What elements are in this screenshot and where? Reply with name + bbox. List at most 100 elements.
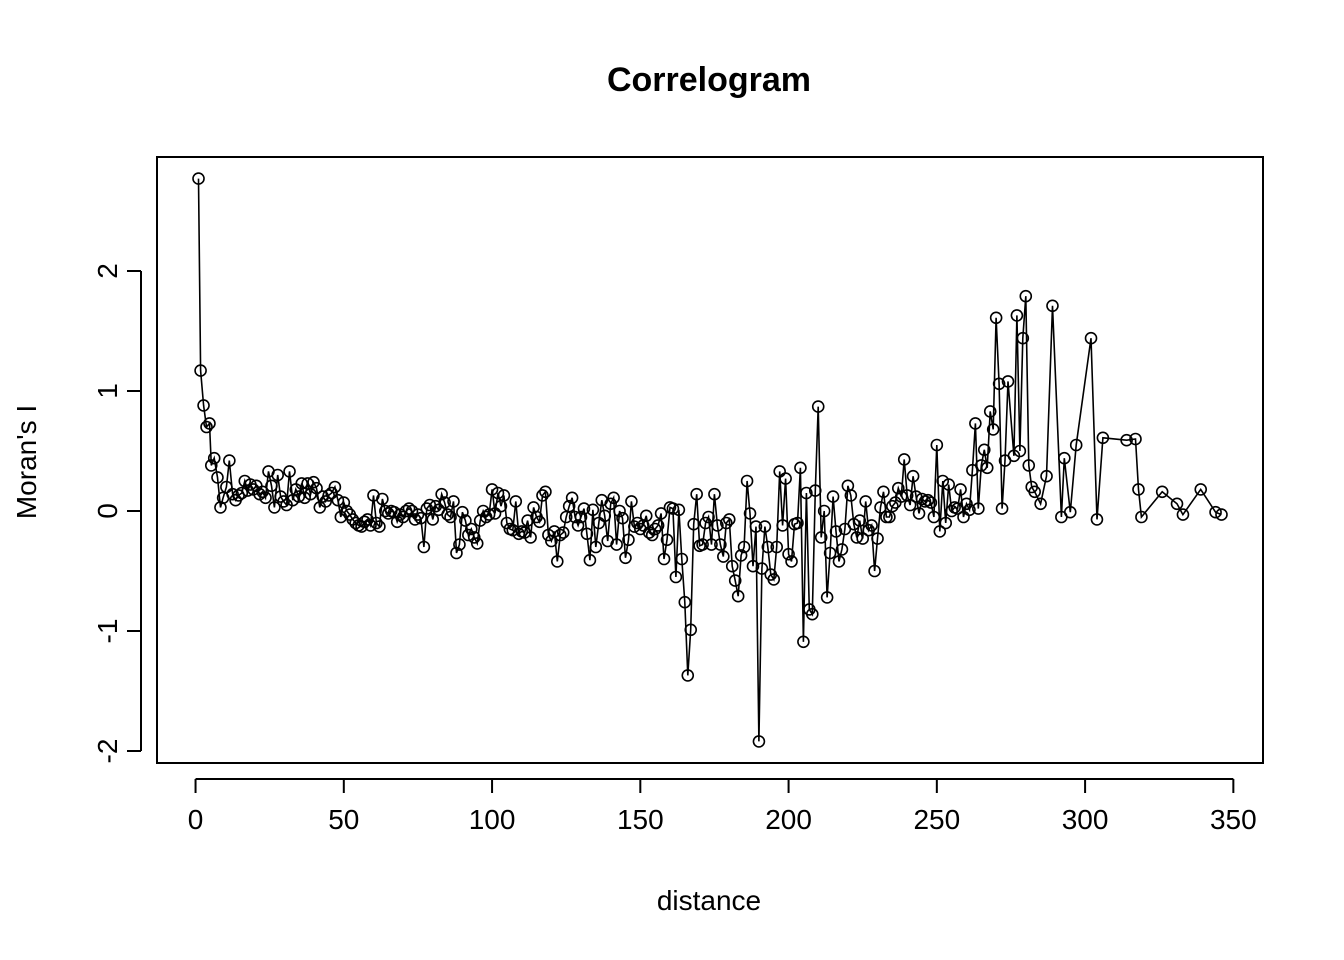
data-point [782,547,795,561]
data-point [977,443,991,457]
data-point [865,519,878,532]
data-point [696,538,709,551]
data-point [758,520,772,533]
data-point [725,559,739,573]
data-point [1215,508,1228,521]
data-point [980,461,994,475]
data-point [1090,513,1104,526]
data-point [891,481,905,495]
data-point [954,483,967,496]
data-point [610,538,623,551]
data-point [651,519,665,532]
data-point [969,417,982,430]
data-point [743,507,757,520]
data-point [1013,444,1027,458]
data-point [746,559,760,573]
data-point [654,507,668,520]
data-point [1194,483,1208,496]
data-point [604,497,617,511]
data-point [379,504,392,518]
data-point [1028,485,1041,499]
data-point [669,570,683,584]
data-point [1129,432,1142,446]
data-point [791,516,804,530]
data-point [995,502,1009,515]
data-point [203,417,216,430]
data-point [897,453,911,466]
x-tick-label: 350 [1210,804,1257,835]
data-point [678,595,692,609]
data-point [414,511,428,525]
data-point [986,423,1000,436]
data-point [265,479,278,493]
data-point [797,635,810,649]
data-point [1170,497,1184,511]
data-point [800,486,813,500]
data-point [509,495,523,508]
data-point [417,540,431,554]
data-point [805,607,819,621]
data-point [1010,309,1024,322]
data-point [396,510,410,524]
data-point [930,438,944,452]
data-point [844,489,858,502]
data-point [456,505,469,519]
data-point [1001,375,1015,388]
data-point [577,502,591,515]
data-point [972,502,985,515]
data-point [625,495,638,508]
y-tick-label: -2 [92,739,123,764]
data-point [702,510,715,524]
data-point [906,469,920,483]
data-point [571,519,585,532]
data-point [465,522,478,536]
data-point [648,522,662,536]
data-point [681,669,695,682]
data-point [536,489,549,502]
data-point [1176,508,1190,521]
data-point [657,552,671,566]
x-tick-label: 0 [188,804,204,835]
data-point [607,491,620,505]
data-point [622,533,635,547]
data-point [376,492,389,506]
data-point [204,459,218,472]
data-point [533,515,546,529]
data-point [226,487,239,501]
y-tick-label: 1 [92,383,123,399]
data-point [467,531,481,544]
data-point [939,516,953,530]
data-point [223,454,236,467]
data-point [628,520,641,533]
data-point [271,468,284,482]
y-tick-label: 2 [92,263,123,279]
y-tick-label: -1 [92,619,123,644]
data-point [211,471,224,484]
data-point [192,172,205,185]
data-point [491,486,505,500]
x-axis-label: distance [657,885,761,916]
data-point [562,499,576,513]
data-point [1084,331,1098,345]
data-point [868,564,881,578]
data-point [568,510,582,524]
data-point [331,493,345,507]
data-point [687,517,700,531]
data-point [1016,331,1030,345]
data-point [283,465,296,478]
data-point [853,514,867,527]
data-point [690,487,703,501]
data-point [598,509,612,523]
data-point [459,514,472,527]
data-point [826,490,840,503]
data-point [399,504,413,518]
data-point [877,485,890,499]
data-point [737,540,751,554]
data-point [808,484,822,497]
data-point [307,475,320,489]
data-point [672,503,686,517]
data-point [426,513,440,526]
data-point [666,502,680,515]
data-point [310,481,323,495]
data-point [497,489,511,502]
